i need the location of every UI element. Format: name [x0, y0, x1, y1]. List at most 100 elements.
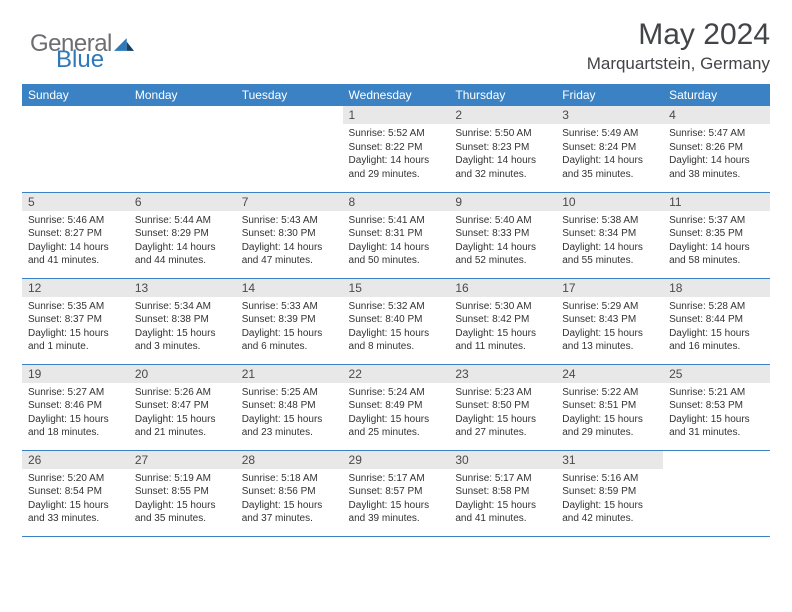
sunset-text: Sunset: 8:38 PM: [135, 313, 230, 327]
sunset-text: Sunset: 8:44 PM: [669, 313, 764, 327]
daylight-text: Daylight: 15 hours and 23 minutes.: [242, 413, 337, 440]
brand-mark-icon-visual: [114, 30, 134, 58]
daylight-text: Daylight: 15 hours and 29 minutes.: [562, 413, 657, 440]
day-body: Sunrise: 5:40 AMSunset: 8:33 PMDaylight:…: [449, 211, 556, 272]
day-number: 14: [236, 279, 343, 297]
sunset-text: Sunset: 8:54 PM: [28, 485, 123, 499]
day-number: 6: [129, 193, 236, 211]
sunrise-text: Sunrise: 5:30 AM: [455, 300, 550, 314]
calendar-week-row: 1Sunrise: 5:52 AMSunset: 8:22 PMDaylight…: [22, 106, 770, 192]
calendar-cell: 27Sunrise: 5:19 AMSunset: 8:55 PMDayligh…: [129, 450, 236, 536]
sunrise-text: Sunrise: 5:35 AM: [28, 300, 123, 314]
daylight-text: Daylight: 15 hours and 11 minutes.: [455, 327, 550, 354]
calendar-cell: 20Sunrise: 5:26 AMSunset: 8:47 PMDayligh…: [129, 364, 236, 450]
sunrise-text: Sunrise: 5:43 AM: [242, 214, 337, 228]
day-body: Sunrise: 5:52 AMSunset: 8:22 PMDaylight:…: [343, 124, 450, 185]
daylight-text: Daylight: 15 hours and 31 minutes.: [669, 413, 764, 440]
day-body: Sunrise: 5:28 AMSunset: 8:44 PMDaylight:…: [663, 297, 770, 358]
day-number: 29: [343, 451, 450, 469]
sunrise-text: Sunrise: 5:18 AM: [242, 472, 337, 486]
sunrise-text: Sunrise: 5:17 AM: [455, 472, 550, 486]
daylight-text: Daylight: 14 hours and 58 minutes.: [669, 241, 764, 268]
calendar-cell: 26Sunrise: 5:20 AMSunset: 8:54 PMDayligh…: [22, 450, 129, 536]
calendar-cell: 29Sunrise: 5:17 AMSunset: 8:57 PMDayligh…: [343, 450, 450, 536]
sunrise-text: Sunrise: 5:25 AM: [242, 386, 337, 400]
daylight-text: Daylight: 15 hours and 33 minutes.: [28, 499, 123, 526]
day-body: Sunrise: 5:43 AMSunset: 8:30 PMDaylight:…: [236, 211, 343, 272]
day-number: 31: [556, 451, 663, 469]
day-number: 1: [343, 106, 450, 124]
daylight-text: Daylight: 15 hours and 37 minutes.: [242, 499, 337, 526]
day-body: Sunrise: 5:27 AMSunset: 8:46 PMDaylight:…: [22, 383, 129, 444]
sunrise-text: Sunrise: 5:46 AM: [28, 214, 123, 228]
day-number: 26: [22, 451, 129, 469]
day-number: 4: [663, 106, 770, 124]
day-body: Sunrise: 5:41 AMSunset: 8:31 PMDaylight:…: [343, 211, 450, 272]
sunset-text: Sunset: 8:40 PM: [349, 313, 444, 327]
day-body: Sunrise: 5:32 AMSunset: 8:40 PMDaylight:…: [343, 297, 450, 358]
day-number: 7: [236, 193, 343, 211]
sunset-text: Sunset: 8:39 PM: [242, 313, 337, 327]
day-body: Sunrise: 5:44 AMSunset: 8:29 PMDaylight:…: [129, 211, 236, 272]
sunset-text: Sunset: 8:50 PM: [455, 399, 550, 413]
sunset-text: Sunset: 8:46 PM: [28, 399, 123, 413]
day-body: Sunrise: 5:34 AMSunset: 8:38 PMDaylight:…: [129, 297, 236, 358]
day-number: 23: [449, 365, 556, 383]
day-body: Sunrise: 5:49 AMSunset: 8:24 PMDaylight:…: [556, 124, 663, 185]
calendar-cell: 18Sunrise: 5:28 AMSunset: 8:44 PMDayligh…: [663, 278, 770, 364]
day-body: Sunrise: 5:21 AMSunset: 8:53 PMDaylight:…: [663, 383, 770, 444]
day-number: 5: [22, 193, 129, 211]
sunset-text: Sunset: 8:47 PM: [135, 399, 230, 413]
calendar-cell: [236, 106, 343, 192]
day-body: Sunrise: 5:46 AMSunset: 8:27 PMDaylight:…: [22, 211, 129, 272]
sunset-text: Sunset: 8:37 PM: [28, 313, 123, 327]
sunset-text: Sunset: 8:22 PM: [349, 141, 444, 155]
daylight-text: Daylight: 15 hours and 39 minutes.: [349, 499, 444, 526]
day-number: 17: [556, 279, 663, 297]
calendar-page: General May 2024 Marquartstein, Germany …: [0, 0, 792, 547]
sunset-text: Sunset: 8:34 PM: [562, 227, 657, 241]
sunrise-text: Sunrise: 5:40 AM: [455, 214, 550, 228]
calendar-cell: 5Sunrise: 5:46 AMSunset: 8:27 PMDaylight…: [22, 192, 129, 278]
weekday-header: Thursday: [449, 84, 556, 106]
daylight-text: Daylight: 15 hours and 35 minutes.: [135, 499, 230, 526]
daylight-text: Daylight: 15 hours and 6 minutes.: [242, 327, 337, 354]
sunrise-text: Sunrise: 5:23 AM: [455, 386, 550, 400]
sunset-text: Sunset: 8:53 PM: [669, 399, 764, 413]
calendar-cell: 17Sunrise: 5:29 AMSunset: 8:43 PMDayligh…: [556, 278, 663, 364]
sunset-text: Sunset: 8:55 PM: [135, 485, 230, 499]
day-body: Sunrise: 5:23 AMSunset: 8:50 PMDaylight:…: [449, 383, 556, 444]
sunset-text: Sunset: 8:23 PM: [455, 141, 550, 155]
day-number: 2: [449, 106, 556, 124]
calendar-cell: 8Sunrise: 5:41 AMSunset: 8:31 PMDaylight…: [343, 192, 450, 278]
daylight-text: Daylight: 15 hours and 21 minutes.: [135, 413, 230, 440]
daylight-text: Daylight: 14 hours and 32 minutes.: [455, 154, 550, 181]
calendar-cell: 23Sunrise: 5:23 AMSunset: 8:50 PMDayligh…: [449, 364, 556, 450]
day-number: 27: [129, 451, 236, 469]
day-body: Sunrise: 5:20 AMSunset: 8:54 PMDaylight:…: [22, 469, 129, 530]
sunrise-text: Sunrise: 5:24 AM: [349, 386, 444, 400]
daylight-text: Daylight: 14 hours and 35 minutes.: [562, 154, 657, 181]
brand-part2-visual: Blue: [56, 46, 104, 74]
sunrise-text: Sunrise: 5:21 AM: [669, 386, 764, 400]
calendar-week-row: 5Sunrise: 5:46 AMSunset: 8:27 PMDaylight…: [22, 192, 770, 278]
calendar-cell: 9Sunrise: 5:40 AMSunset: 8:33 PMDaylight…: [449, 192, 556, 278]
sunset-text: Sunset: 8:26 PM: [669, 141, 764, 155]
sunset-text: Sunset: 8:27 PM: [28, 227, 123, 241]
daylight-text: Daylight: 14 hours and 41 minutes.: [28, 241, 123, 268]
daylight-text: Daylight: 15 hours and 41 minutes.: [455, 499, 550, 526]
calendar-week-row: 26Sunrise: 5:20 AMSunset: 8:54 PMDayligh…: [22, 450, 770, 536]
daylight-text: Daylight: 14 hours and 55 minutes.: [562, 241, 657, 268]
day-body: Sunrise: 5:22 AMSunset: 8:51 PMDaylight:…: [556, 383, 663, 444]
sunset-text: Sunset: 8:48 PM: [242, 399, 337, 413]
day-body: Sunrise: 5:17 AMSunset: 8:57 PMDaylight:…: [343, 469, 450, 530]
calendar-cell: 6Sunrise: 5:44 AMSunset: 8:29 PMDaylight…: [129, 192, 236, 278]
calendar-cell: 19Sunrise: 5:27 AMSunset: 8:46 PMDayligh…: [22, 364, 129, 450]
sunset-text: Sunset: 8:51 PM: [562, 399, 657, 413]
sunrise-text: Sunrise: 5:17 AM: [349, 472, 444, 486]
day-number: 30: [449, 451, 556, 469]
sunrise-text: Sunrise: 5:37 AM: [669, 214, 764, 228]
sunset-text: Sunset: 8:42 PM: [455, 313, 550, 327]
day-number: 18: [663, 279, 770, 297]
day-number: 28: [236, 451, 343, 469]
